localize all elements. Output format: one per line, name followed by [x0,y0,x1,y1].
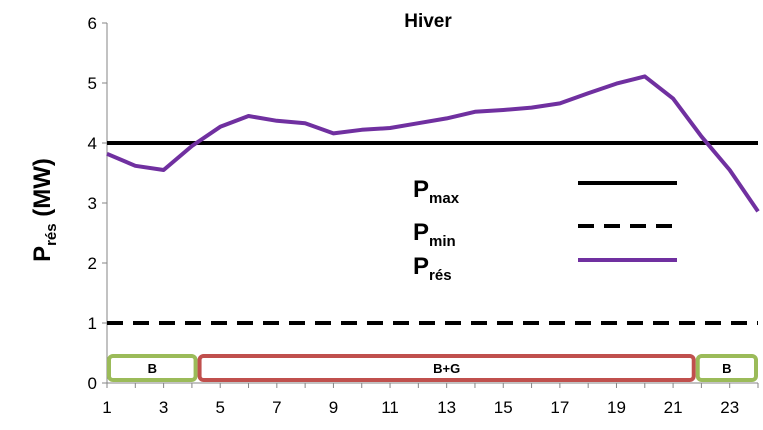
region-box [695,354,758,382]
x-tick-label: 1 [102,398,111,417]
legend-label: Prés [413,253,452,284]
legend-label: Pmax [413,176,460,207]
region-label: B+G [433,361,460,376]
y-axis-label: Prés (MW) [29,158,60,262]
x-tick-label: 15 [494,398,513,417]
chart-title: Hiver [404,11,452,32]
y-tick-label: 0 [88,374,97,393]
legend-label: Pmin [413,219,456,250]
x-tick-label: 7 [272,398,281,417]
x-tick-label: 19 [607,398,626,417]
y-tick-label: 1 [88,314,97,333]
x-tick-label: 13 [437,398,456,417]
x-tick-label: 5 [215,398,224,417]
y-tick-label: 5 [88,74,97,93]
x-tick-label: 17 [550,398,569,417]
y-tick-label: 2 [88,254,97,273]
region-label: B [148,361,157,376]
y-tick-label: 4 [88,134,97,153]
y-tick-label: 6 [88,14,97,33]
x-tick-label: 23 [720,398,739,417]
region-label: B [722,361,731,376]
x-tick-label: 3 [159,398,168,417]
series-lines [106,74,760,325]
series-line-rés [106,74,760,213]
regions: B B+G B [107,354,758,382]
x-tick-label: 21 [664,398,683,417]
region-box [107,354,198,382]
region-box [197,354,696,382]
x-tick-label: 9 [329,398,338,417]
y-tick-label: 3 [88,194,97,213]
x-tick-label: 11 [381,398,399,417]
